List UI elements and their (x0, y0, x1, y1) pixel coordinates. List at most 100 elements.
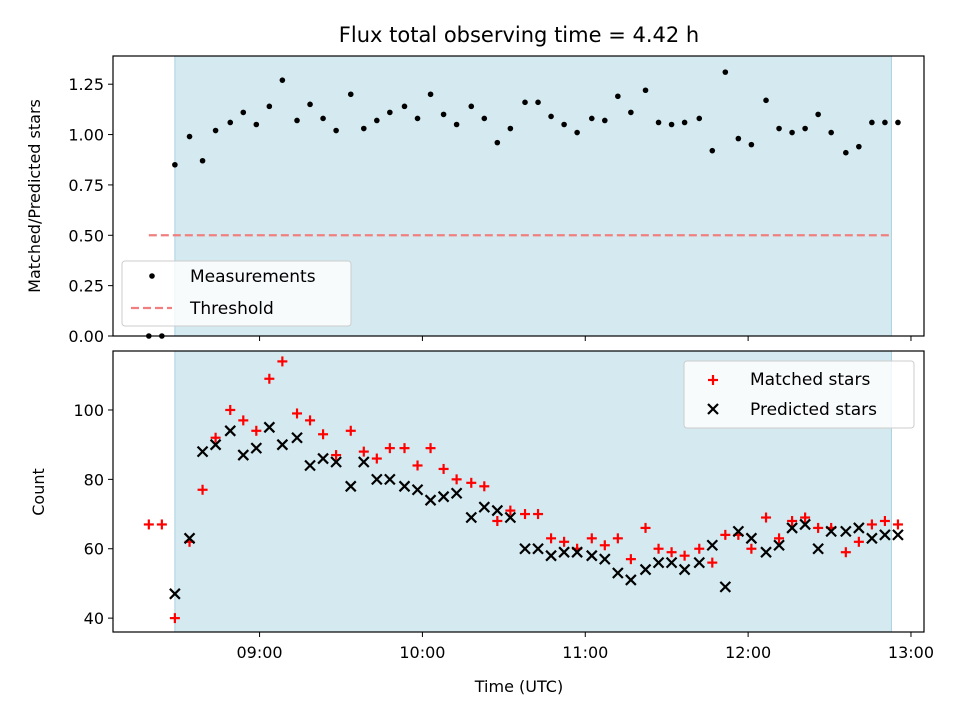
measurement-point (522, 99, 528, 106)
legend-matched-marker (708, 375, 718, 385)
predicted-star-stroke (304, 459, 316, 472)
ratio-y-axis-label: Matched/Predicted stars (25, 99, 44, 293)
predicted-star-point (745, 532, 758, 545)
matched-star-point (546, 533, 557, 544)
time-x-axis: 09:00 10:00 11:00 12:00 13:00 (237, 632, 934, 662)
predicted-star-point (224, 425, 237, 437)
predicted-star-stroke (398, 480, 411, 493)
predicted-star-point (599, 553, 611, 565)
predicted-star-stroke (250, 442, 263, 454)
matched-star-point (892, 519, 903, 530)
matched-star-point (197, 484, 208, 495)
measurement-point (401, 103, 408, 110)
measurement-point (696, 115, 703, 122)
matched-star-point (264, 373, 275, 384)
predicted-star-stroke (745, 532, 758, 545)
matched-star-point (800, 512, 811, 523)
y-tick-label: 0.25 (68, 277, 104, 296)
matched-star-point (666, 547, 677, 558)
predicted-star-stroke (358, 456, 370, 468)
matched-star-point (479, 481, 490, 492)
matched-star-point (358, 446, 369, 457)
predicted-star-point (491, 504, 504, 517)
measurement-point (681, 119, 688, 126)
measurement-point (427, 91, 434, 98)
measurement-point (895, 119, 901, 126)
chart-title: Flux total observing time = 4.42 h (339, 23, 699, 47)
predicted-star-stroke (237, 449, 250, 461)
predicted-star-point (465, 511, 478, 524)
predicted-star-point (840, 525, 852, 538)
measurement-point (828, 129, 834, 136)
y-tick-label: 60 (84, 540, 104, 559)
predicted-star-stroke (276, 438, 289, 451)
predicted-star-point (478, 501, 491, 513)
predicted-star-stroke (437, 490, 450, 503)
measurement-point (815, 111, 821, 118)
predicted-star-point (812, 542, 824, 555)
y-tick-label: 40 (84, 609, 104, 628)
predicted-star-stroke (183, 532, 196, 545)
predicted-star-stroke (586, 549, 598, 562)
matched-star-point (251, 425, 262, 436)
predicted-star-stroke (291, 431, 303, 444)
predicted-star-stroke (491, 504, 504, 517)
matched-star-point (466, 477, 477, 488)
y-tick-label: 100 (73, 401, 104, 420)
predicted-star-stroke (196, 445, 209, 458)
counts-axes-frame (112, 350, 925, 633)
matched-star-point (707, 557, 718, 568)
predicted-star-point (786, 522, 798, 534)
predicted-star-stroke (719, 581, 732, 593)
matched-star-point (425, 443, 436, 454)
y-tick-label: 80 (84, 470, 104, 489)
measurement-point (668, 121, 675, 128)
matched-star-point (492, 515, 503, 526)
measurement-point (574, 129, 580, 136)
predicted-star-stroke (317, 452, 329, 465)
predicted-star-stroke (840, 525, 852, 538)
predicted-star-point (411, 483, 424, 496)
y-tick-label: 0.50 (68, 226, 104, 245)
predicted-star-point (291, 431, 303, 444)
measurement-point (722, 69, 729, 75)
predicted-star-stroke (599, 553, 611, 565)
measurement-point (882, 119, 888, 126)
measurement-point (333, 127, 339, 134)
predicted-star-point (545, 549, 557, 562)
predicted-star-stroke (866, 532, 878, 545)
measurement-point (294, 117, 300, 124)
legend-predicted-marker (707, 403, 719, 415)
measurement-point (548, 113, 554, 120)
predicted-star-stroke (384, 473, 396, 486)
x-tick-label: 13:00 (888, 643, 934, 662)
predicted-star-stroke (879, 529, 891, 541)
counts-legend: Matched stars Predicted stars (683, 360, 915, 429)
predicted-star-point (866, 532, 878, 545)
predicted-star-point (558, 546, 570, 558)
predicted-star-point (237, 449, 250, 461)
matched-star-point (169, 613, 180, 624)
predicted-star-stroke (639, 563, 652, 576)
measurement-point (494, 139, 501, 146)
y-tick-label: 0.00 (68, 327, 104, 346)
matched-star-point (305, 415, 316, 426)
predicted-star-stroke (678, 563, 691, 576)
matched-star-point (787, 515, 798, 526)
measurement-point (628, 109, 634, 116)
matched-star-point (345, 425, 356, 436)
predicted-star-point (760, 546, 772, 558)
measurement-point (507, 125, 514, 132)
measurement-point (535, 99, 541, 106)
matched-star-point (599, 540, 610, 551)
measurement-point (320, 115, 326, 122)
predicted-star-stroke (825, 525, 837, 538)
measurement-point (453, 121, 460, 128)
predicted-star-point (519, 542, 531, 555)
x-tick-label: 11:00 (562, 643, 608, 662)
measurement-point (856, 143, 862, 150)
predicted-star-stroke (478, 501, 491, 513)
predicted-star-point (652, 556, 665, 569)
predicted-star-stroke (532, 542, 544, 555)
legend-measurements-marker (149, 273, 155, 279)
